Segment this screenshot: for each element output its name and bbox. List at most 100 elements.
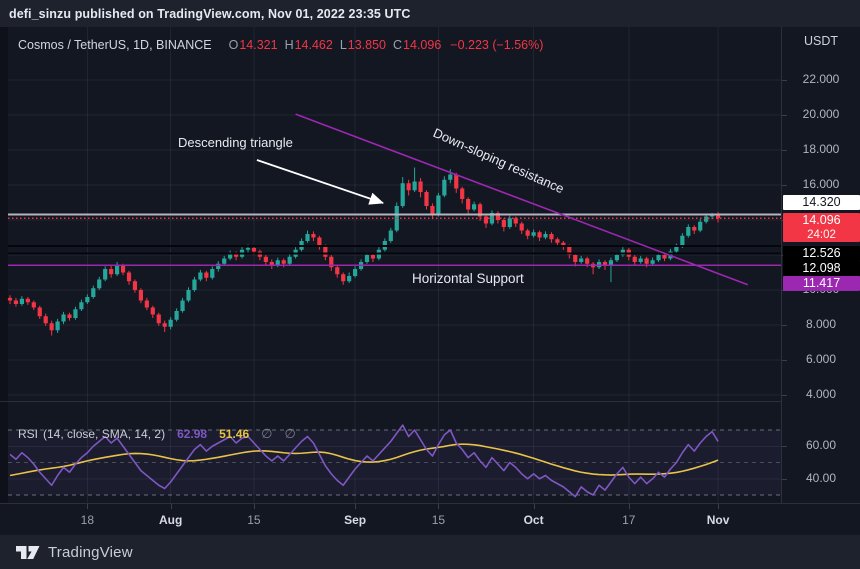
- tradingview-logo-icon[interactable]: [16, 543, 40, 561]
- time-axis[interactable]: 18 Aug 15 Sep 15 Oct 17 Nov: [0, 503, 860, 535]
- candle[interactable]: [537, 230, 542, 242]
- candle[interactable]: [638, 255, 643, 264]
- candle[interactable]: [507, 215, 512, 229]
- candle[interactable]: [85, 294, 90, 304]
- candle[interactable]: [608, 257, 614, 283]
- candle[interactable]: [353, 266, 358, 278]
- candle[interactable]: [168, 317, 173, 330]
- candle[interactable]: [596, 259, 602, 269]
- candle[interactable]: [531, 229, 536, 238]
- candle[interactable]: [335, 265, 340, 278]
- candle[interactable]: [525, 228, 530, 240]
- candle[interactable]: [513, 216, 518, 228]
- candle[interactable]: [269, 259, 274, 269]
- candle[interactable]: [55, 318, 60, 333]
- candle[interactable]: [501, 218, 506, 232]
- candle[interactable]: [49, 320, 54, 336]
- candle[interactable]: [97, 276, 102, 290]
- candle[interactable]: [61, 311, 66, 325]
- candle[interactable]: [692, 225, 697, 234]
- candle[interactable]: [632, 255, 637, 266]
- candle[interactable]: [91, 285, 96, 299]
- candle[interactable]: [555, 237, 560, 247]
- candle[interactable]: [174, 308, 179, 322]
- candle[interactable]: [472, 201, 477, 212]
- candle[interactable]: [394, 202, 399, 233]
- price-axis[interactable]: USDT 22.00020.00018.00016.00014.00012.00…: [781, 27, 860, 503]
- candle[interactable]: [228, 250, 233, 261]
- candle[interactable]: [317, 235, 322, 250]
- arrow-drawing[interactable]: [256, 159, 384, 205]
- candle[interactable]: [347, 272, 352, 284]
- candle[interactable]: [67, 312, 72, 321]
- price-chart-canvas[interactable]: [0, 27, 781, 503]
- candle[interactable]: [519, 221, 524, 234]
- candle[interactable]: [156, 312, 161, 326]
- candle[interactable]: [543, 231, 548, 240]
- candle[interactable]: [287, 254, 292, 266]
- candle[interactable]: [216, 261, 221, 272]
- candle[interactable]: [549, 232, 554, 243]
- candles-layer[interactable]: [7, 167, 721, 336]
- candle[interactable]: [329, 255, 334, 271]
- candle[interactable]: [43, 313, 48, 326]
- candle[interactable]: [109, 265, 114, 278]
- candle[interactable]: [567, 244, 572, 259]
- candle[interactable]: [424, 190, 429, 210]
- candle[interactable]: [370, 253, 376, 262]
- candle[interactable]: [198, 269, 203, 282]
- candle[interactable]: [144, 297, 149, 311]
- candle[interactable]: [686, 224, 691, 238]
- trendline-drawing[interactable]: [295, 113, 749, 286]
- candle[interactable]: [73, 306, 78, 320]
- candle[interactable]: [442, 176, 447, 198]
- candle[interactable]: [222, 255, 227, 266]
- candle[interactable]: [162, 320, 167, 332]
- candle[interactable]: [454, 172, 459, 193]
- candle[interactable]: [460, 186, 465, 204]
- candle[interactable]: [126, 270, 132, 285]
- candle[interactable]: [103, 266, 108, 282]
- candle[interactable]: [263, 255, 268, 266]
- candle[interactable]: [79, 299, 84, 311]
- candle[interactable]: [579, 255, 584, 264]
- candle[interactable]: [132, 279, 138, 293]
- candle[interactable]: [436, 192, 441, 217]
- candle[interactable]: [400, 177, 405, 208]
- candle[interactable]: [448, 169, 453, 184]
- horizontal-levels[interactable]: [8, 213, 781, 267]
- candle[interactable]: [650, 257, 655, 266]
- candle[interactable]: [31, 300, 36, 311]
- candle[interactable]: [698, 219, 703, 233]
- candle[interactable]: [495, 211, 500, 224]
- candle[interactable]: [466, 197, 471, 214]
- candle[interactable]: [418, 178, 423, 198]
- candle[interactable]: [180, 297, 185, 313]
- candle[interactable]: [430, 203, 435, 220]
- candle[interactable]: [257, 249, 262, 261]
- candle[interactable]: [704, 213, 709, 224]
- candle[interactable]: [489, 210, 495, 226]
- candle[interactable]: [192, 276, 197, 292]
- candle[interactable]: [412, 167, 417, 193]
- candle[interactable]: [210, 266, 215, 280]
- candle[interactable]: [13, 297, 19, 307]
- candle[interactable]: [19, 296, 24, 306]
- candle[interactable]: [150, 305, 155, 318]
- candle[interactable]: [483, 214, 489, 228]
- candle[interactable]: [138, 288, 143, 304]
- candle[interactable]: [7, 295, 13, 304]
- candle[interactable]: [573, 253, 578, 267]
- candle[interactable]: [591, 262, 596, 275]
- candle[interactable]: [25, 297, 30, 305]
- candle[interactable]: [341, 272, 346, 285]
- candle[interactable]: [311, 231, 316, 241]
- candle[interactable]: [305, 230, 310, 243]
- candle[interactable]: [662, 253, 667, 262]
- candle[interactable]: [406, 179, 411, 196]
- candle[interactable]: [37, 305, 42, 319]
- candle[interactable]: [388, 227, 393, 243]
- candle[interactable]: [204, 270, 209, 282]
- candle[interactable]: [186, 287, 191, 303]
- tradingview-wordmark[interactable]: TradingView: [48, 543, 133, 561]
